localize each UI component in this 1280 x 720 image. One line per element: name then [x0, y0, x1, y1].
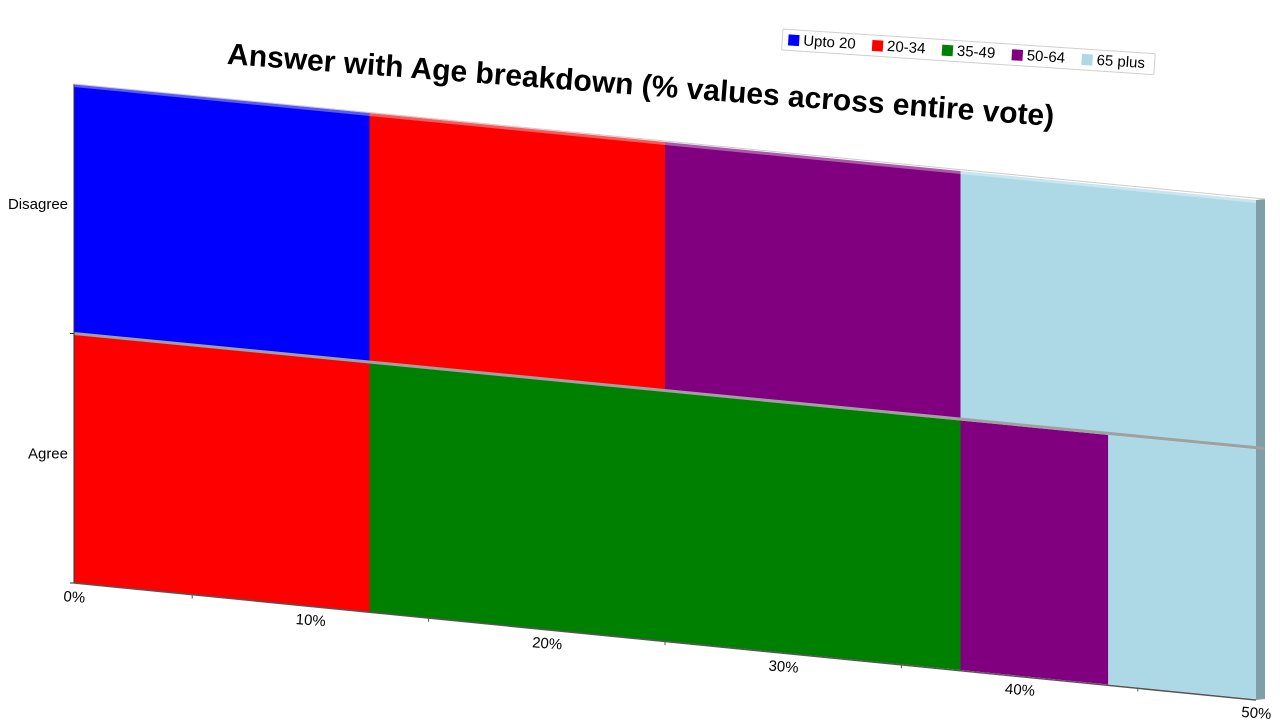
x-tick-label: 40%: [1004, 681, 1035, 700]
bar-segment: [665, 142, 961, 421]
legend-swatch: [871, 39, 884, 52]
bar-segment: [369, 362, 961, 670]
legend-swatch: [1081, 53, 1093, 66]
category-axis: Disagree Agree: [8, 196, 74, 584]
bar-segment: [1108, 435, 1256, 699]
x-tick-label: 10%: [295, 611, 326, 630]
legend-label: 20-34: [887, 38, 926, 58]
legend-swatch: [941, 44, 954, 57]
bar-segment: [960, 171, 1256, 450]
x-tick-label: 30%: [768, 658, 799, 677]
legend-label: 35-49: [956, 43, 995, 63]
x-tick-label: 20%: [532, 634, 563, 653]
plot-area: [73, 81, 1266, 701]
category-label: Disagree: [8, 196, 68, 213]
x-tick-label: 0%: [63, 588, 86, 607]
legend: Upto 20 20-34 35-49 50-64 65 plus: [781, 28, 1156, 76]
bar-segment: [74, 333, 370, 612]
x-tick-label: 50%: [1241, 704, 1272, 720]
legend-swatch: [787, 34, 800, 47]
legend-swatch: [1011, 49, 1024, 61]
category-label: Agree: [28, 445, 68, 462]
bar-segment: [74, 84, 370, 363]
bar-segment: [960, 420, 1109, 685]
legend-label: 50-64: [1026, 47, 1065, 67]
bar-segment: [369, 113, 665, 392]
legend-label: 65 plus: [1096, 52, 1145, 72]
band-separator: [73, 332, 1266, 450]
top-edge: [73, 83, 1266, 200]
bar-top-face: [369, 110, 665, 145]
legend-label: Upto 20: [803, 32, 857, 52]
value-axis: 0% 10% 20% 30% 40% 50%: [63, 588, 1272, 720]
